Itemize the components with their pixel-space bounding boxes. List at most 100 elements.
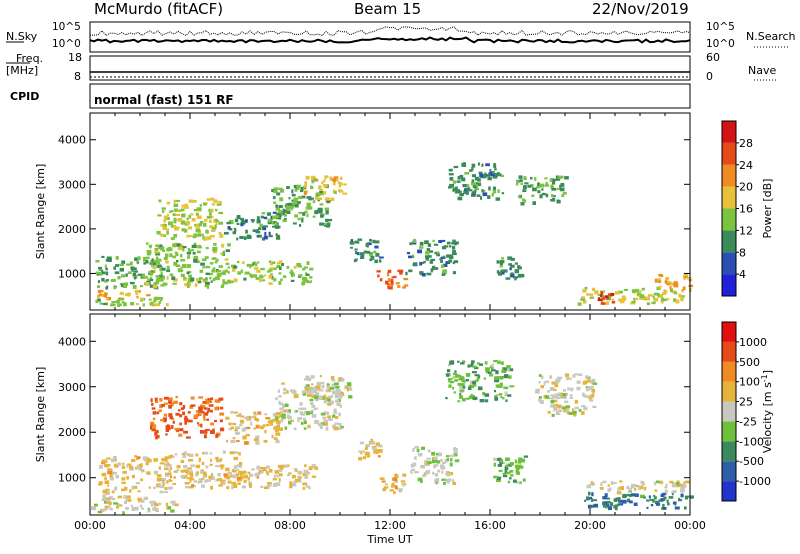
data-cell [116, 503, 120, 507]
data-cell [125, 506, 129, 510]
data-cell [125, 273, 128, 277]
data-cell [320, 381, 325, 384]
data-cell [147, 278, 151, 281]
data-cell [446, 455, 450, 458]
data-cell [504, 466, 509, 470]
data-cell [292, 204, 296, 207]
data-cell [311, 395, 316, 398]
data-cell [639, 296, 644, 300]
data-cell [607, 501, 611, 504]
data-cell [491, 369, 496, 372]
data-cell [509, 462, 514, 466]
data-cell [499, 461, 505, 464]
data-cell [659, 274, 664, 278]
data-cell [556, 177, 561, 181]
data-cell [428, 250, 434, 253]
data-cell [262, 469, 267, 472]
data-cell [279, 402, 284, 406]
data-cell [551, 180, 556, 185]
data-cell [137, 256, 141, 261]
data-cell [229, 451, 235, 455]
data-cell [508, 263, 512, 266]
data-cell [457, 382, 462, 386]
data-cell [387, 285, 391, 289]
data-cell [381, 480, 386, 483]
data-cell [365, 242, 369, 247]
data-cell [330, 400, 334, 405]
data-cell [314, 420, 320, 425]
data-cell [449, 183, 455, 188]
data-cell [195, 212, 199, 216]
data-cell [162, 482, 165, 486]
data-cell [663, 496, 667, 500]
data-cell [590, 481, 594, 485]
data-cell [224, 258, 229, 261]
data-cell [593, 503, 599, 508]
data-region [376, 269, 409, 290]
data-cell [501, 174, 505, 178]
data-cell [475, 184, 479, 187]
data-cell [516, 179, 520, 184]
freq-tick-top: 18 [68, 51, 82, 64]
data-cell [126, 464, 129, 468]
data-cell [382, 487, 387, 492]
data-cell [251, 468, 255, 471]
data-cell [514, 459, 517, 464]
data-cell [449, 177, 454, 181]
data-region [405, 238, 459, 277]
data-cell [497, 189, 500, 193]
data-cell [583, 380, 588, 385]
data-cell [201, 258, 207, 262]
data-cell [637, 486, 642, 490]
data-cell [489, 168, 492, 171]
y-tick-label: 3000 [58, 178, 86, 191]
data-cell [273, 474, 276, 478]
data-cell [172, 213, 176, 217]
data-cell [219, 412, 225, 416]
data-cell [310, 401, 314, 405]
data-cell [487, 195, 491, 199]
data-cell [173, 203, 179, 207]
data-cell [669, 286, 672, 290]
data-cell [581, 405, 586, 408]
data-cell [136, 295, 139, 299]
data-cell [169, 466, 172, 470]
data-cell [211, 473, 214, 477]
data-cell [472, 384, 477, 387]
data-cell [204, 428, 210, 431]
data-cell [574, 373, 579, 376]
data-cell [483, 377, 486, 380]
data-cell [277, 261, 282, 265]
data-cell [146, 256, 150, 260]
data-cell [369, 238, 372, 242]
data-cell [319, 188, 323, 191]
colorbar-tick-label: 28 [739, 137, 753, 150]
data-cell [280, 410, 284, 415]
nave-tick-top: 60 [706, 51, 720, 64]
data-cell [220, 467, 224, 470]
data-cell [211, 257, 215, 260]
data-cell [256, 418, 260, 422]
data-cell [325, 210, 329, 215]
data-cell [646, 506, 649, 509]
data-cell [510, 264, 515, 268]
data-cell [203, 203, 207, 206]
data-cell [452, 482, 456, 486]
data-cell [125, 497, 129, 501]
data-cell [518, 274, 524, 277]
data-cell [191, 244, 197, 248]
data-cell [233, 278, 238, 283]
data-cell [279, 197, 284, 202]
data-cell [165, 260, 169, 264]
data-cell [520, 458, 526, 463]
data-cell [510, 474, 514, 477]
data-cell [564, 373, 570, 377]
data-cell [200, 470, 204, 474]
data-cell [448, 245, 452, 248]
data-cell [494, 168, 497, 171]
data-cell [168, 469, 171, 474]
data-cell [672, 490, 677, 494]
data-cell [602, 480, 607, 484]
data-cell [669, 480, 674, 484]
data-cell [307, 206, 313, 210]
